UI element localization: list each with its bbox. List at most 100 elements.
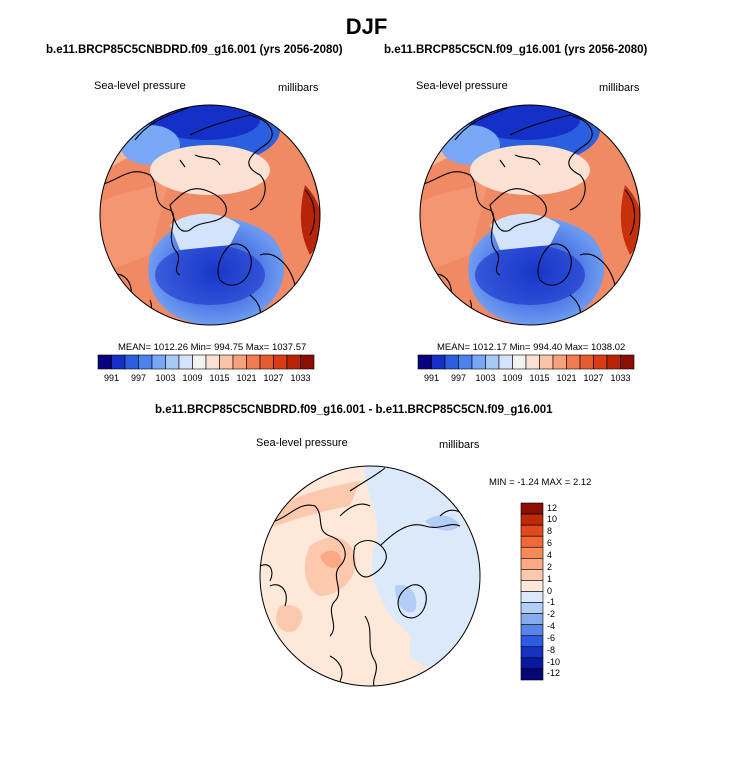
colorbar-cell [246, 354, 261, 370]
colorbar-cell [520, 558, 544, 570]
colorbar-cell [485, 354, 500, 370]
colorbar-tick: -8 [547, 644, 556, 655]
colorbar-tick: 1021 [556, 373, 577, 383]
colorbar-cell [219, 354, 234, 370]
colorbar-tick: 8 [547, 526, 553, 537]
page-title: DJF [345, 14, 388, 39]
colorbar-cell [606, 354, 621, 370]
colorbar-cell [178, 354, 193, 370]
colorbar-tick: -12 [547, 668, 561, 679]
panel-1-colorbar [97, 354, 315, 370]
colorbar-cell [124, 354, 139, 370]
colorbar-cell [138, 354, 153, 370]
colorbar-cell [520, 535, 544, 548]
colorbar-cell [539, 354, 554, 370]
colorbar-cell [431, 354, 446, 370]
colorbar-cell [520, 524, 544, 537]
colorbar-cell [417, 354, 432, 370]
panel-2-title: b.e11.BRCP85C5CN.f09_g16.001 (yrs 2056-2… [384, 44, 648, 56]
colorbar-tick: -6 [547, 632, 556, 643]
diff-panel-map [259, 465, 481, 687]
colorbar-cell [520, 502, 544, 515]
colorbar-tick: 1009 [182, 373, 203, 383]
colorbar-cell [151, 354, 166, 370]
colorbar-tick: 1 [547, 573, 553, 584]
colorbar-tick: 1015 [209, 373, 230, 383]
colorbar-cell [286, 354, 301, 370]
colorbar-cell [520, 646, 544, 659]
panel-2-variable-label: Sea-level pressure [416, 80, 508, 92]
colorbar-cell [593, 354, 608, 370]
diff-panel-stats: MIN = -1.24 MAX = 2.12 [489, 477, 592, 488]
colorbar-cell [259, 354, 274, 370]
panel-2-colorbar [417, 354, 635, 370]
colorbar-cell [620, 354, 635, 370]
colorbar-cell [192, 354, 207, 370]
panel-2-stats: MEAN= 1012.17 Min= 994.40 Max= 1038.02 [437, 342, 626, 353]
colorbar-cell [471, 354, 486, 370]
colorbar-tick: 4 [547, 549, 553, 560]
colorbar-cell [273, 354, 288, 370]
panel-1-title: b.e11.BRCP85C5CNBDRD.f09_g16.001 (yrs 20… [46, 44, 343, 56]
colorbar-cell [520, 657, 544, 670]
colorbar-cell [111, 354, 126, 370]
colorbar-tick: 1003 [155, 373, 176, 383]
diff-panel-title: b.e11.BRCP85C5CNBDRD.f09_g16.001 - b.e11… [155, 404, 553, 416]
colorbar-cell [520, 513, 544, 526]
colorbar-cell [165, 354, 180, 370]
colorbar-cell [520, 602, 544, 614]
colorbar-tick: -10 [547, 656, 561, 667]
panel-1-map [99, 104, 321, 326]
colorbar-cell [520, 580, 544, 592]
colorbar-tick: 1021 [236, 373, 257, 383]
colorbar-cell [579, 354, 594, 370]
colorbar-tick: 1009 [502, 373, 523, 383]
colorbar-cell [520, 591, 544, 603]
colorbar-tick: -4 [547, 621, 556, 632]
colorbar-tick: 1027 [263, 373, 284, 383]
colorbar-tick: 1033 [610, 373, 631, 383]
colorbar-cell [97, 354, 112, 370]
colorbar-cell [205, 354, 220, 370]
colorbar-tick: 1015 [529, 373, 550, 383]
colorbar-tick: 2 [547, 561, 553, 572]
colorbar-tick: 1027 [583, 373, 604, 383]
colorbar-tick: 6 [547, 538, 553, 549]
colorbar-cell [232, 354, 247, 370]
colorbar-cell [520, 635, 544, 648]
colorbar-cell [525, 354, 540, 370]
panel-1-units-label: millibars [278, 82, 319, 94]
colorbar-tick: 0 [547, 585, 553, 596]
panel-2-units-label: millibars [599, 82, 640, 94]
panel-2-colorbar-ticks: 991 997 1003 1009 1015 1021 1027 1033 [418, 373, 634, 385]
colorbar-tick: 997 [450, 373, 467, 383]
colorbar-cell [520, 624, 544, 637]
colorbar-tick: 997 [130, 373, 147, 383]
colorbar-cell [512, 354, 527, 370]
colorbar-cell [552, 354, 567, 370]
colorbar-tick: -1 [547, 597, 556, 608]
panel-1-stats: MEAN= 1012.26 Min= 994.75 Max= 1037.57 [118, 342, 307, 353]
colorbar-tick: 12 [547, 502, 558, 513]
diff-panel-variable-label: Sea-level pressure [256, 437, 348, 449]
panel-1-colorbar-ticks: 991 997 1003 1009 1015 1021 1027 1033 [98, 373, 314, 385]
colorbar-cell [520, 668, 544, 681]
colorbar-cell [458, 354, 473, 370]
panel-2-map [419, 104, 641, 326]
colorbar-cell [566, 354, 581, 370]
diff-panel-units-label: millibars [439, 439, 480, 451]
colorbar-cell [498, 354, 513, 370]
colorbar-tick: 1033 [290, 373, 311, 383]
diff-colorbar [520, 502, 544, 681]
colorbar-tick: 10 [547, 514, 558, 525]
colorbar-tick: -2 [547, 609, 556, 620]
colorbar-cell [520, 613, 544, 625]
colorbar-tick: 991 [103, 373, 120, 383]
colorbar-tick: 1003 [475, 373, 496, 383]
colorbar-cell [520, 569, 544, 581]
colorbar-cell [300, 354, 315, 370]
panel-1-variable-label: Sea-level pressure [94, 80, 186, 92]
colorbar-cell [520, 546, 544, 559]
colorbar-tick: 991 [423, 373, 440, 383]
diff-colorbar-ticks: 12 10 8 6 4 2 1 0 -1 -2 -4 -6 -8 -10 -12 [547, 503, 577, 680]
